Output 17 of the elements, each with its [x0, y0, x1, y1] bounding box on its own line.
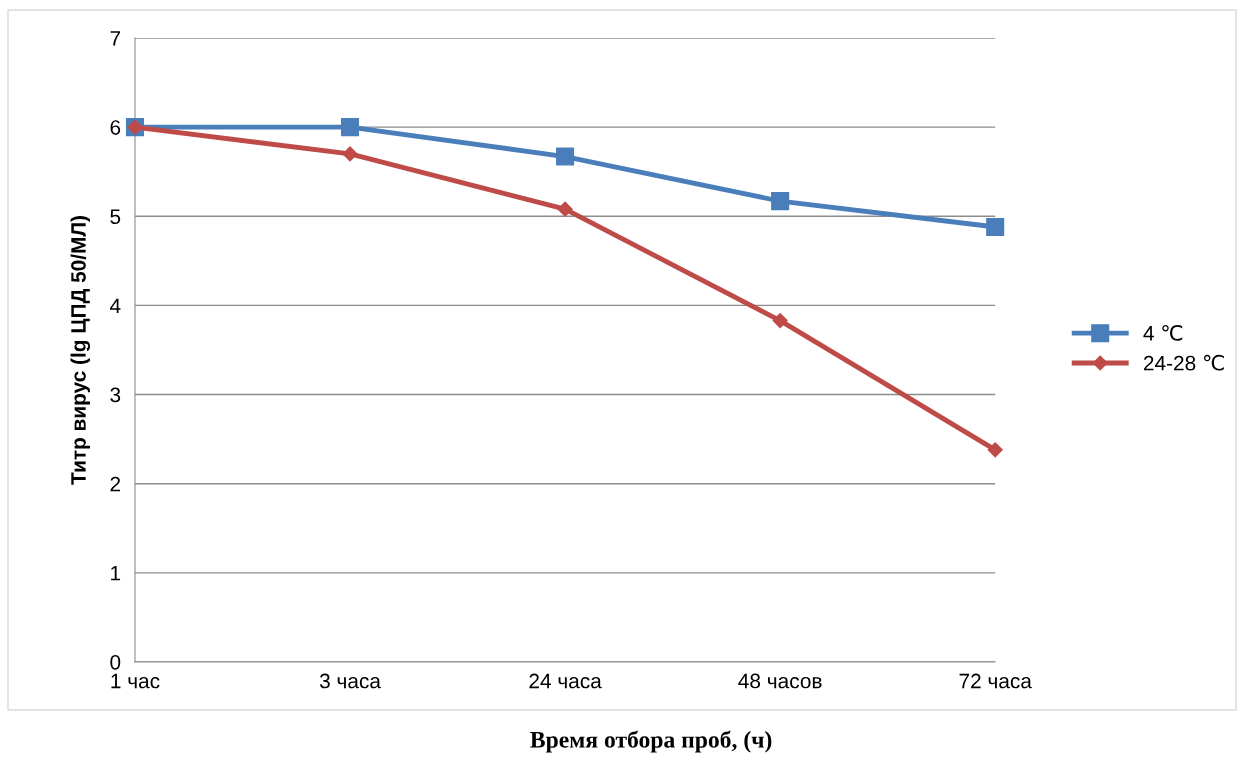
x-tick-label: 72 часа [959, 673, 1032, 689]
legend-label: 24-28 ℃ [1143, 354, 1224, 371]
y-tick-label: 2 [110, 476, 121, 492]
x-axis-title: Время отбора проб, (ч) [530, 730, 772, 753]
x-tick-label: 1 час [111, 673, 160, 689]
y-tick-label: 3 [110, 387, 121, 403]
y-tick-label: 6 [110, 120, 121, 135]
x-tick-label: 24 часа [529, 673, 602, 689]
y-tick-label: 0 [110, 654, 121, 670]
y-axis-title: Титр вирус (lg ЦПД 50/МЛ) [70, 216, 91, 485]
legend-label: 4 ℃ [1143, 324, 1183, 341]
y-tick-label: 7 [110, 31, 121, 46]
y-tick-label: 5 [110, 209, 121, 225]
x-tick-label: 48 часов [738, 673, 822, 689]
y-tick-label: 4 [109, 298, 121, 313]
x-tick-label: 3 часа [319, 673, 381, 689]
y-tick-label: 1 [111, 566, 121, 581]
